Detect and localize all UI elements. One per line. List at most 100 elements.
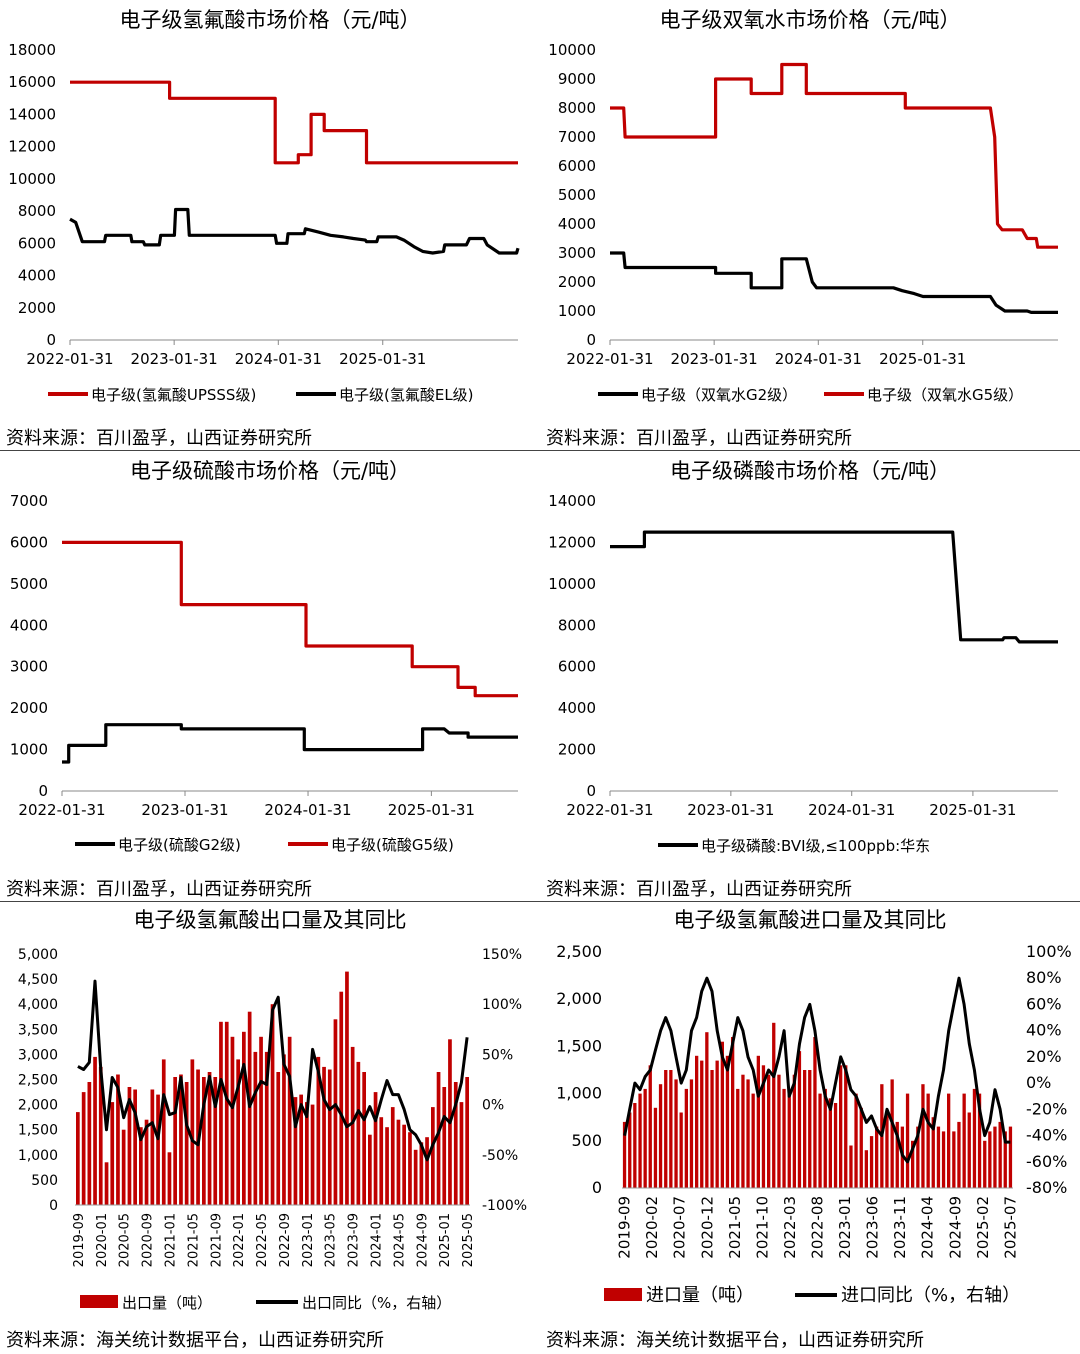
bar bbox=[849, 1145, 853, 1188]
y-tick-label: 5000 bbox=[10, 575, 48, 593]
y-tick-label: 4,000 bbox=[18, 997, 58, 1013]
bar bbox=[93, 1056, 97, 1205]
legend-label: 电子级(氢氟酸EL级) bbox=[339, 386, 474, 404]
yoy-line bbox=[623, 976, 1011, 1164]
legend-label: 电子级（双氧水G2级） bbox=[641, 386, 797, 404]
bar bbox=[270, 1004, 275, 1205]
bar bbox=[282, 1054, 286, 1205]
y-tick-label: 1,000 bbox=[18, 1148, 58, 1164]
x-tick-label: 2023-01-31 bbox=[131, 350, 218, 368]
x-tick-label: 2025-07 bbox=[1001, 1196, 1019, 1259]
bar bbox=[684, 1088, 688, 1188]
bar bbox=[230, 1036, 235, 1205]
bar bbox=[751, 1093, 755, 1188]
bar bbox=[957, 1121, 961, 1188]
bar bbox=[741, 1074, 745, 1188]
bar bbox=[465, 1077, 469, 1205]
bar bbox=[76, 1112, 80, 1205]
x-tick-label: 2022-01 bbox=[232, 1213, 247, 1267]
hf-price-chart: 0 2000 4000 6000 8000 10000 12000 14000 16000 180… bbox=[8, 41, 520, 404]
x-tick-label: 2025-01 bbox=[438, 1213, 453, 1267]
bar bbox=[144, 1119, 149, 1205]
bar bbox=[127, 1087, 132, 1205]
bar bbox=[156, 1094, 160, 1205]
bar bbox=[413, 1149, 418, 1205]
panel-hf-price: 电子级氢氟酸市场价格（元/吨） 0 2000 4000 6000 8000 10000 12… bbox=[0, 0, 540, 450]
bar bbox=[253, 1051, 258, 1205]
y-tick-label: 3,000 bbox=[18, 1047, 58, 1063]
bar bbox=[854, 1093, 858, 1188]
bar bbox=[379, 1117, 384, 1205]
legend-label: 进口同比（%，右轴） bbox=[841, 1285, 1020, 1306]
x-tick-label: 2023-01-31 bbox=[687, 801, 774, 819]
bar bbox=[777, 1074, 781, 1188]
legend-label: 出口同比（%，右轴） bbox=[302, 1294, 451, 1312]
y-tick-label: 4000 bbox=[18, 267, 56, 285]
bar bbox=[828, 1098, 832, 1188]
bar bbox=[98, 1066, 103, 1205]
y-tick-label: 10000 bbox=[548, 41, 596, 59]
bar bbox=[179, 1074, 183, 1205]
bar bbox=[207, 1072, 212, 1205]
series-line-0 bbox=[610, 530, 1058, 644]
x-tick-label: 2024-01-31 bbox=[264, 801, 351, 819]
series-line-1 bbox=[610, 62, 1058, 249]
y-tick-label: 12000 bbox=[8, 138, 56, 156]
x-tick-label: 2023-09 bbox=[347, 1213, 362, 1267]
y-tick-label: 4000 bbox=[558, 699, 596, 717]
y2-tick-label: -50% bbox=[482, 1148, 518, 1164]
bar bbox=[419, 1142, 424, 1206]
bar bbox=[224, 1021, 229, 1205]
bar bbox=[808, 1070, 812, 1188]
x-tick-label: 2025-05 bbox=[461, 1213, 476, 1267]
bar bbox=[839, 1065, 843, 1188]
y-tick-label: 8000 bbox=[558, 99, 596, 117]
y-tick-label: 2,000 bbox=[18, 1098, 58, 1114]
x-tick-label: 2023-01-31 bbox=[671, 350, 758, 368]
legend-swatch bbox=[80, 1295, 118, 1308]
bar bbox=[190, 1059, 195, 1205]
y-tick-label: 5,000 bbox=[18, 947, 58, 963]
bar bbox=[638, 1093, 642, 1188]
panel-hf-import: 电子级氢氟酸进口量及其同比 0 500 1,000 1,500 2,000 2,500 -8… bbox=[540, 902, 1080, 1354]
y-tick-label: 8000 bbox=[558, 616, 596, 634]
bar bbox=[345, 971, 349, 1205]
bar bbox=[895, 1121, 899, 1188]
y-tick-label: 8000 bbox=[18, 202, 56, 220]
x-tick-label: 2023-01 bbox=[301, 1213, 316, 1267]
y-tick-label: 6000 bbox=[558, 157, 596, 175]
x-tick-label: 2021-10 bbox=[753, 1196, 771, 1259]
x-tick-label: 2019-09 bbox=[616, 1196, 634, 1259]
source-note: 资料来源：百川盈孚，山西证券研究所 bbox=[6, 879, 312, 900]
bar bbox=[322, 1066, 326, 1205]
bar bbox=[110, 1102, 115, 1205]
y-tick-label: 500 bbox=[31, 1173, 58, 1189]
bar bbox=[669, 1070, 673, 1188]
x-tick-label: 2024-01-31 bbox=[235, 350, 322, 368]
panel-hf-export: 电子级氢氟酸出口量及其同比 0 500 1,000 1,500 2,000 2,500 3,… bbox=[0, 902, 540, 1354]
x-tick-label: 2022-08 bbox=[809, 1196, 827, 1259]
x-tick-label: 2022-09 bbox=[278, 1213, 293, 1267]
x-tick-label: 2025-01-31 bbox=[388, 801, 475, 819]
series-line-1 bbox=[69, 207, 520, 255]
bar bbox=[213, 1077, 218, 1205]
x-tick-label: 2021-01 bbox=[164, 1213, 179, 1267]
y-tick-label: 5000 bbox=[558, 186, 596, 204]
bar bbox=[931, 1117, 935, 1188]
y-tick-label: 0 bbox=[592, 1178, 602, 1197]
y2-tick-label: 60% bbox=[1026, 994, 1062, 1013]
x-tick-label: 2021-09 bbox=[209, 1213, 224, 1267]
y-tick-label: 16000 bbox=[8, 73, 56, 91]
chart-title: 电子级氢氟酸进口量及其同比 bbox=[673, 908, 947, 932]
bar bbox=[139, 1127, 143, 1205]
bar bbox=[299, 1094, 303, 1205]
bar bbox=[396, 1119, 401, 1205]
y-tick-label: 7000 bbox=[558, 128, 596, 146]
bar bbox=[885, 1112, 889, 1188]
x-tick-label: 2020-09 bbox=[141, 1213, 156, 1267]
bar bbox=[720, 1041, 724, 1188]
h3po4-price-chart: 0 2000 4000 6000 8000 10000 12000 14000 2022-01-… bbox=[548, 492, 1058, 855]
bar bbox=[921, 1084, 925, 1188]
bar bbox=[679, 1112, 683, 1188]
bar bbox=[936, 1126, 941, 1188]
